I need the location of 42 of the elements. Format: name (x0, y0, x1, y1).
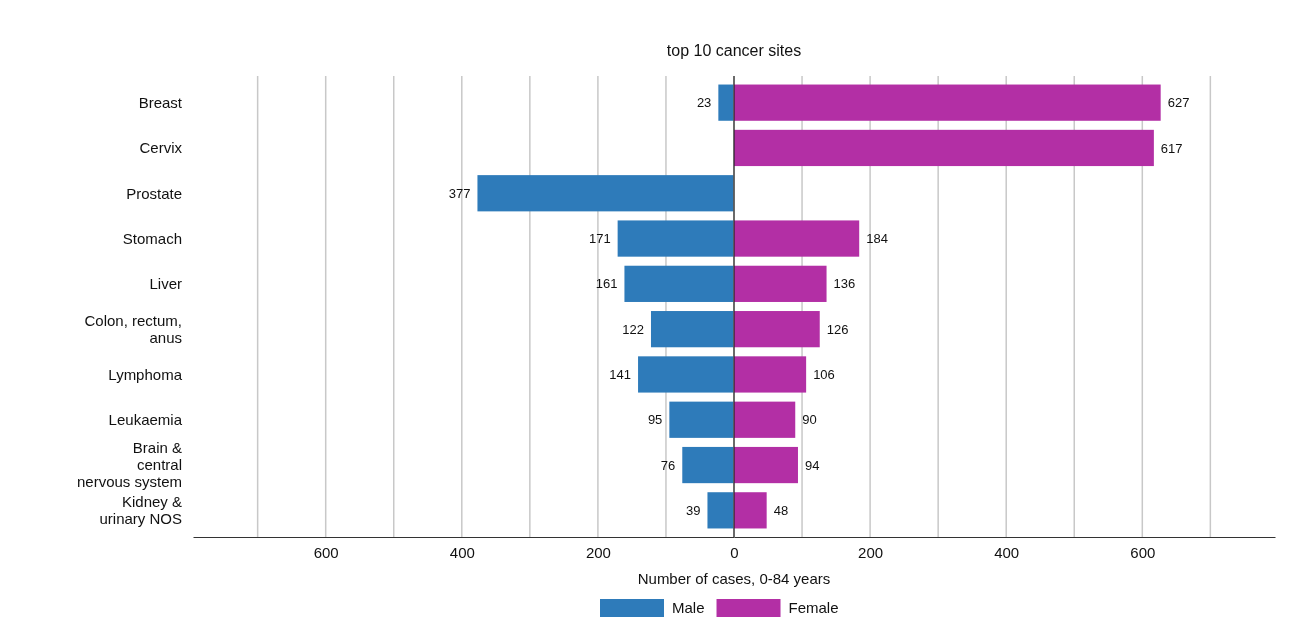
data-label: 617 (1160, 140, 1183, 156)
data-label: 122 (622, 321, 644, 337)
data-label: 141 (609, 367, 632, 382)
data-label: 48 (773, 502, 789, 518)
x-tick-label: 0 (730, 543, 739, 561)
y-tick-label: Leukaemia (108, 411, 183, 428)
data-label: 161 (595, 276, 618, 292)
legend-label: Female (788, 599, 839, 617)
data-label: 90 (802, 412, 817, 428)
y-tick-label: Breast (138, 93, 183, 111)
y-tick-label: Brain & central nervous system (76, 439, 182, 491)
x-tick-label: 400 (994, 543, 1020, 561)
bar (718, 84, 734, 121)
bar (734, 129, 1154, 167)
y-tick-label: Stomach (122, 229, 182, 247)
data-label: 23 (696, 95, 712, 111)
y-tick-label: Prostate (126, 184, 182, 202)
chart-title: top 10 cancer sites (666, 42, 802, 59)
data-label: 39 (685, 502, 701, 518)
data-label: 76 (660, 457, 676, 473)
x-tick-label: 400 (449, 543, 475, 561)
data-label: 106 (813, 367, 835, 382)
data-label: 377 (448, 185, 471, 201)
data-label: 95 (647, 412, 663, 428)
bar (477, 175, 734, 212)
x-tick-label: 200 (585, 543, 611, 561)
data-label: 627 (1167, 95, 1190, 111)
data-label: 94 (804, 457, 820, 473)
y-tick-label: Kidney & urinary NOS (99, 493, 182, 528)
x-tick-label: 600 (313, 543, 339, 561)
x-tick-label: 600 (1130, 543, 1156, 561)
data-label: 184 (866, 231, 888, 247)
y-tick-label: Liver (149, 275, 182, 293)
data-label: 126 (826, 321, 849, 337)
y-tick-label: Lymphoma (108, 365, 183, 383)
x-tick-label: 200 (858, 543, 884, 561)
data-label: 171 (588, 231, 611, 247)
y-tick-label: Cervix (139, 139, 183, 157)
x-axis-title: Number of cases, 0-84 years (637, 570, 831, 587)
data-label: 136 (833, 276, 856, 292)
y-tick-label: Colon, rectum, anus (84, 311, 182, 346)
legend-label: Male (672, 599, 705, 617)
